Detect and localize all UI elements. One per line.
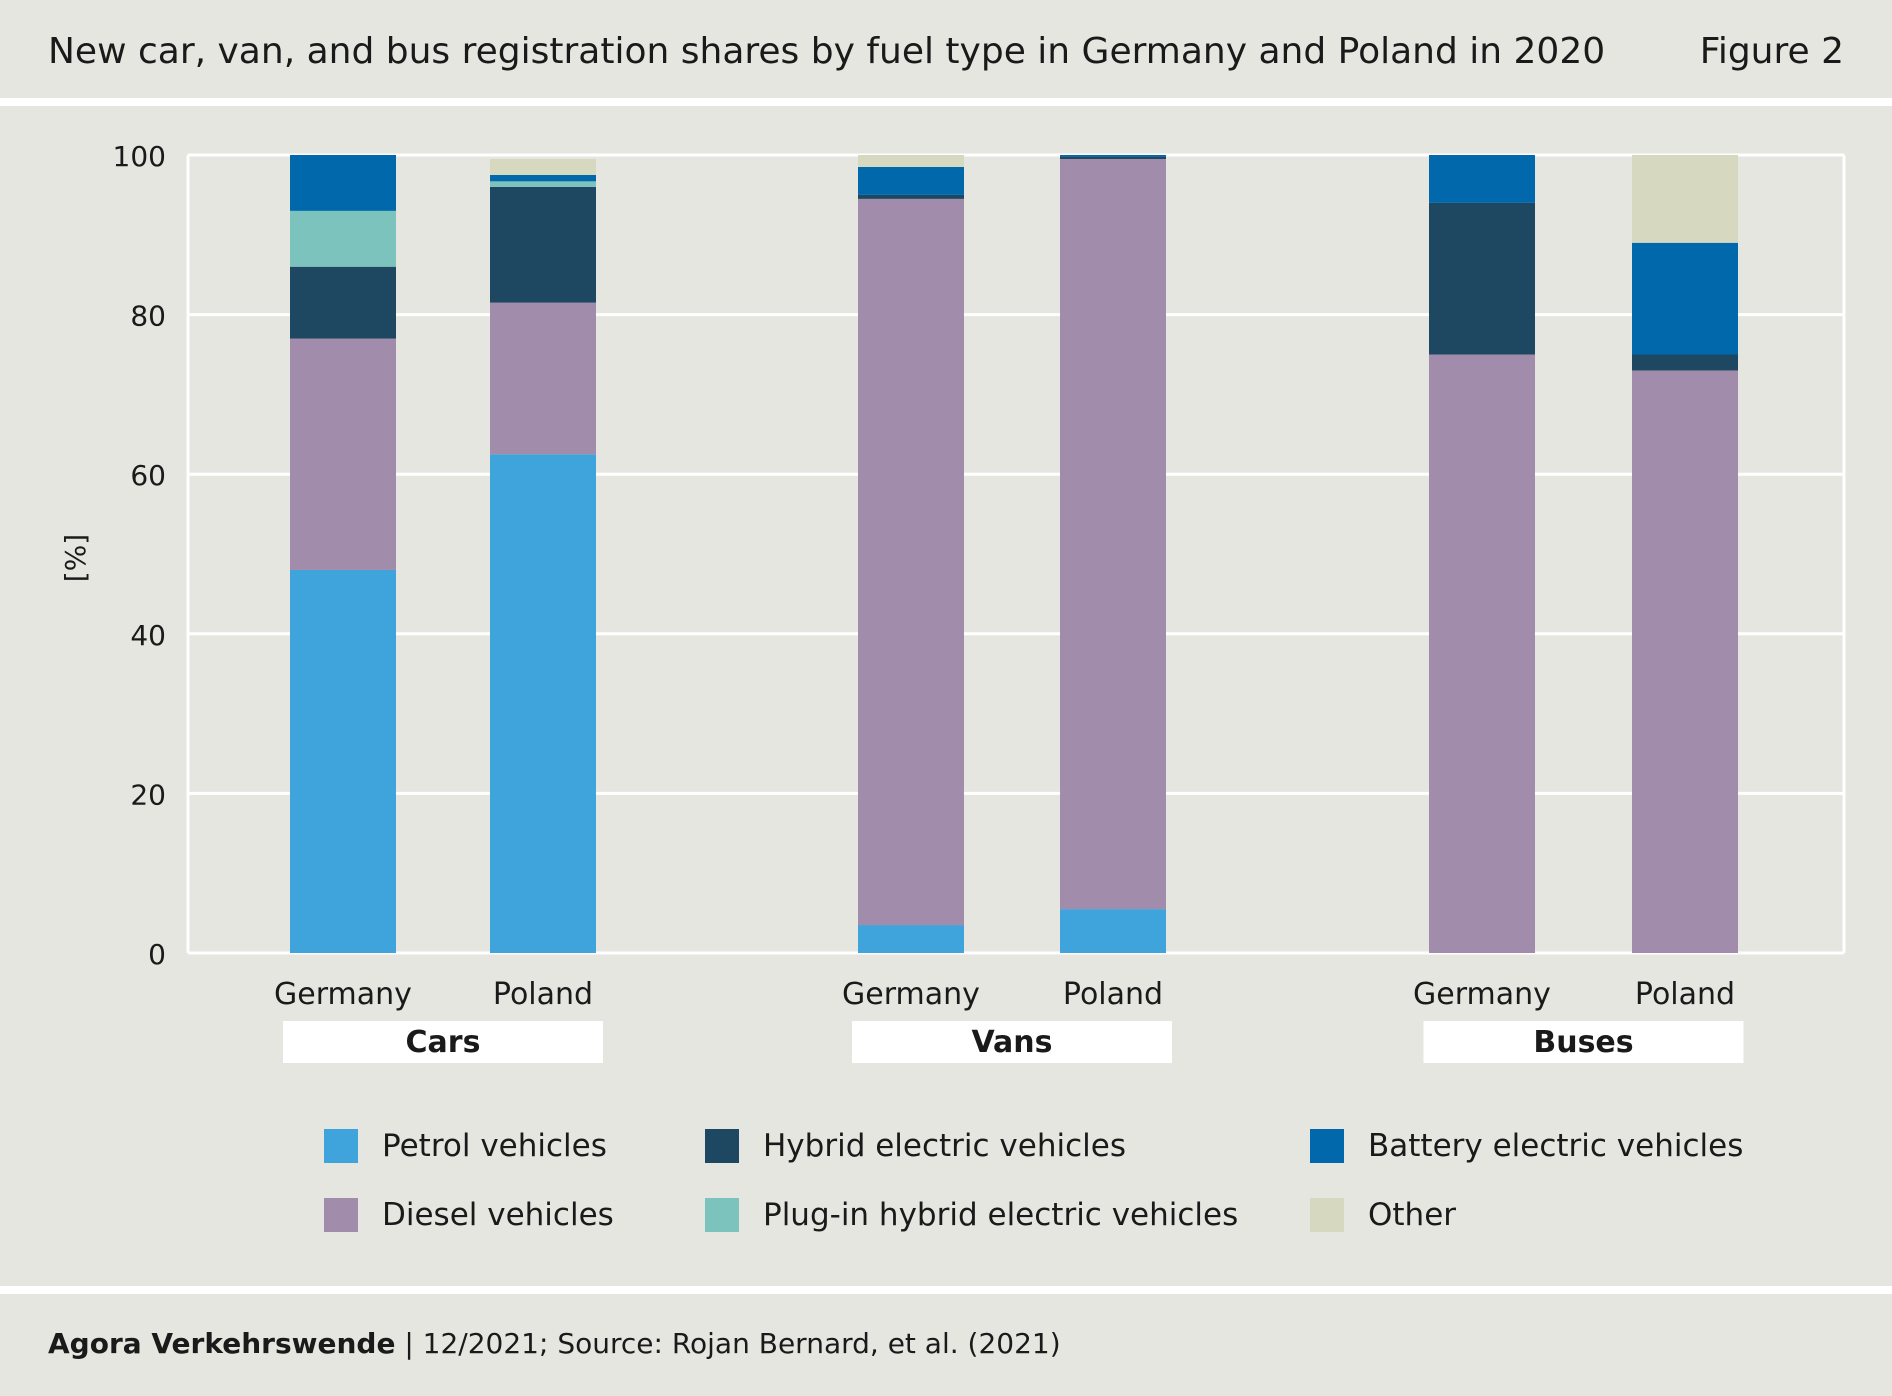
legend-label-hybrid: Hybrid electric vehicles — [763, 1128, 1126, 1164]
legend-label-phev: Plug-in hybrid electric vehicles — [763, 1197, 1239, 1233]
x-tick-label: Germany — [842, 977, 980, 1012]
x-tick-label: Germany — [1413, 977, 1551, 1012]
bar-segment-diesel — [1429, 354, 1535, 953]
bar-segment-other — [858, 155, 964, 167]
footer-band — [0, 1294, 1892, 1396]
bar-segment-other — [1632, 155, 1738, 243]
group-label: Buses — [1533, 1025, 1633, 1060]
bar-segment-battery — [1060, 155, 1166, 157]
bar-segment-battery — [490, 174, 596, 182]
group-label-box — [283, 1021, 603, 1063]
grid-layer — [186, 153, 1846, 955]
bar-segment-phev — [290, 210, 396, 267]
bar-segment-hybrid — [490, 186, 596, 303]
legend-swatch-battery — [1310, 1129, 1344, 1163]
legend-item-other: Other — [1310, 1195, 1456, 1235]
legend-swatch-hybrid — [705, 1129, 739, 1163]
bar-segment-other — [490, 158, 596, 175]
legend-item-diesel: Diesel vehicles — [324, 1195, 614, 1235]
bar-segment-diesel — [858, 198, 964, 926]
group-label-box — [852, 1021, 1172, 1063]
legend-label-diesel: Diesel vehicles — [382, 1197, 614, 1233]
bar-segment-petrol — [858, 925, 964, 953]
footer-organization: Agora Verkehrswende — [48, 1327, 396, 1360]
legend-swatch-diesel — [324, 1198, 358, 1232]
bar-segment-hybrid — [1429, 202, 1535, 355]
y-tick-label: 0 — [148, 938, 166, 971]
y-tick-label: 60 — [130, 459, 166, 492]
bar-segment-battery — [858, 166, 964, 195]
x-tick-label: Germany — [274, 977, 412, 1012]
legend-item-battery: Battery electric vehicles — [1310, 1126, 1743, 1166]
bar-segment-battery — [1429, 155, 1535, 203]
x-tick-label: Poland — [1063, 977, 1163, 1012]
y-tick-label: 20 — [130, 778, 166, 811]
bar-segment-hybrid — [1060, 156, 1166, 159]
legend-swatch-phev — [705, 1198, 739, 1232]
legend-label-battery: Battery electric vehicles — [1368, 1128, 1744, 1164]
x-tick-label: Poland — [1635, 977, 1735, 1012]
group-label: Cars — [406, 1025, 481, 1060]
legend-item-hybrid: Hybrid electric vehicles — [705, 1126, 1126, 1166]
bar-segment-diesel — [490, 302, 596, 455]
footer-source: Agora Verkehrswende | 12/2021; Source: R… — [48, 1324, 1061, 1364]
bar-segment-diesel — [290, 338, 396, 570]
bar-segment-battery — [290, 155, 396, 211]
bar-segment-hybrid — [858, 194, 964, 199]
footer-source-text: | 12/2021; Source: Rojan Bernard, et al.… — [395, 1327, 1061, 1360]
legend-item-phev: Plug-in hybrid electric vehicles — [705, 1195, 1238, 1235]
legend-label-petrol: Petrol vehicles — [382, 1128, 607, 1164]
figure-label: Figure 2 — [1699, 31, 1844, 72]
axis-layer: 0 20 40 60 80 100 Germany Poland Germany Poland Ge… — [113, 140, 1744, 1063]
bars-layer — [290, 155, 1738, 954]
bar-segment-petrol — [290, 569, 396, 953]
bar-segment-phev — [490, 181, 596, 187]
legend-item-petrol: Petrol vehicles — [324, 1126, 607, 1166]
bar-segment-petrol — [490, 454, 596, 953]
bar-segment-diesel — [1632, 370, 1738, 954]
bar-segment-petrol — [1060, 909, 1166, 953]
bar-segment-hybrid — [290, 266, 396, 339]
legend-swatch-other — [1310, 1198, 1344, 1232]
stacked-bar-chart: 0 20 40 60 80 100 Germany Poland Germany Poland Ge… — [59, 140, 1846, 1063]
y-tick-label: 100 — [113, 140, 166, 173]
x-tick-label: Poland — [493, 977, 593, 1012]
bar-segment-battery — [1632, 242, 1738, 355]
header-band — [0, 0, 1892, 98]
y-tick-label: 80 — [130, 300, 166, 333]
y-axis-label: [%] — [59, 534, 92, 582]
legend: Petrol vehicles Hybrid electric vehicles… — [0, 1118, 1892, 1268]
bar-segment-hybrid — [1632, 354, 1738, 371]
group-label-box — [1423, 1021, 1744, 1063]
bar-segment-diesel — [1060, 158, 1166, 910]
group-label: Vans — [971, 1025, 1052, 1060]
legend-label-other: Other — [1368, 1197, 1457, 1233]
legend-swatch-petrol — [324, 1129, 358, 1163]
page-title: New car, van, and bus registration share… — [48, 31, 1606, 72]
y-tick-label: 40 — [130, 619, 166, 652]
